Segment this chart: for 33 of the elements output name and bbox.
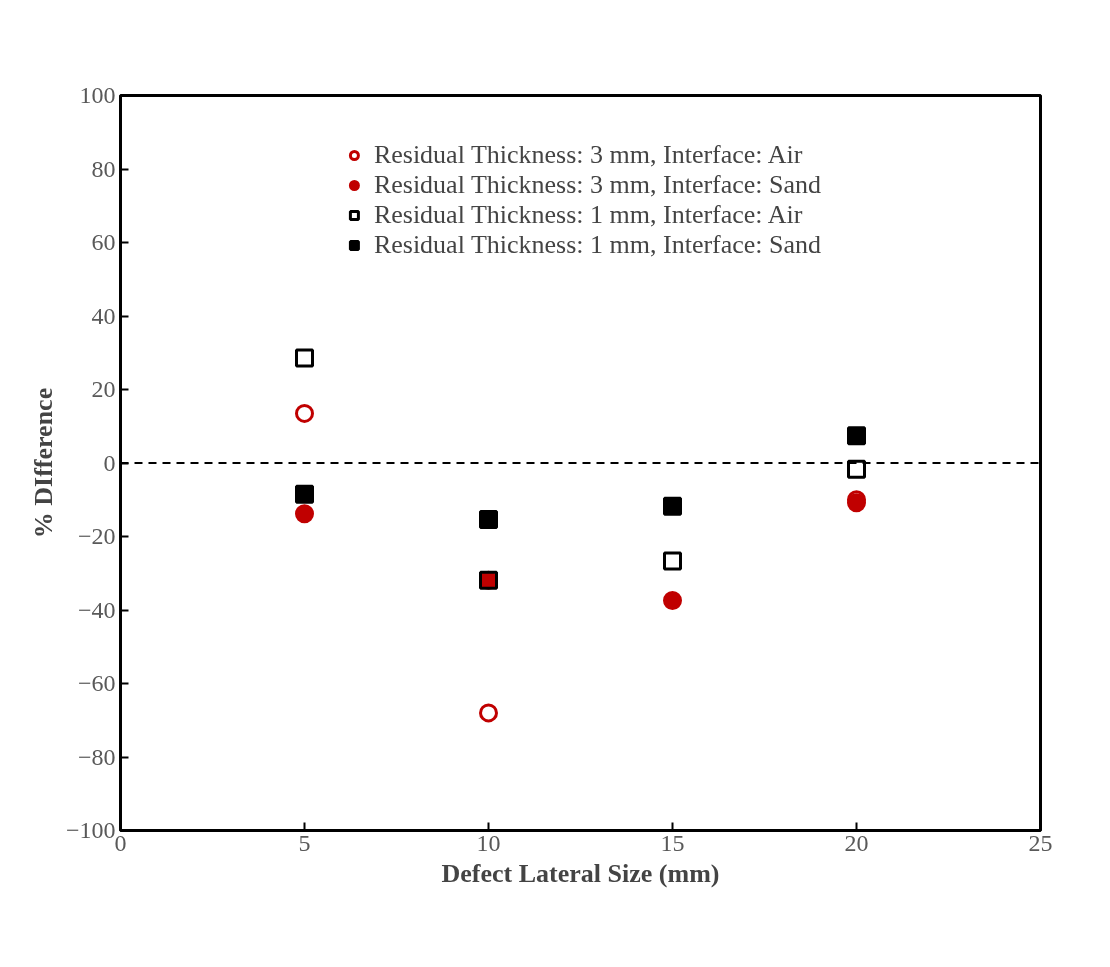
legend-label: Residual Thickness: 1 mm, Interface: Air [373,200,803,230]
y-tick-label: −40 [77,596,116,623]
point [663,551,682,571]
legend-label: Residual Thickness: 3 mm, Interface: Air [373,140,803,170]
y-tick-label: −80 [77,743,116,770]
point [479,703,498,723]
x-axis-title: Defect Lateral Size (mm) [441,858,720,888]
point [479,510,498,530]
y-tick-label: 100 [79,82,116,108]
y-tick-label: −100 [65,817,116,843]
point [663,496,682,516]
y-tick-label: 0 [103,449,116,476]
x-tick-label: 25 [1028,829,1053,856]
point [295,348,314,368]
point [295,504,314,524]
y-tick-label: 80 [91,155,116,182]
x-tick-label: 20 [844,829,869,856]
y-tick-label: 60 [91,229,116,255]
y-tick-label: 40 [91,302,116,329]
point [295,484,314,504]
x-tick-label: 15 [660,829,685,856]
x-tick-label: 5 [298,829,311,856]
y-tick-label: −60 [77,670,116,696]
y-tick-label: 20 [91,376,116,402]
y-tick-label: −20 [77,523,116,549]
legend-label: Residual Thickness: 1 mm, Interface: Sand [373,230,822,260]
point [663,590,682,610]
x-tick-label: 10 [476,829,501,856]
legend-label: Residual Thickness: 3 mm, Interface: Sand [373,170,822,200]
point [847,426,866,446]
point [295,403,314,423]
point [847,459,866,479]
y-axis-title: % DIfference [28,387,58,539]
